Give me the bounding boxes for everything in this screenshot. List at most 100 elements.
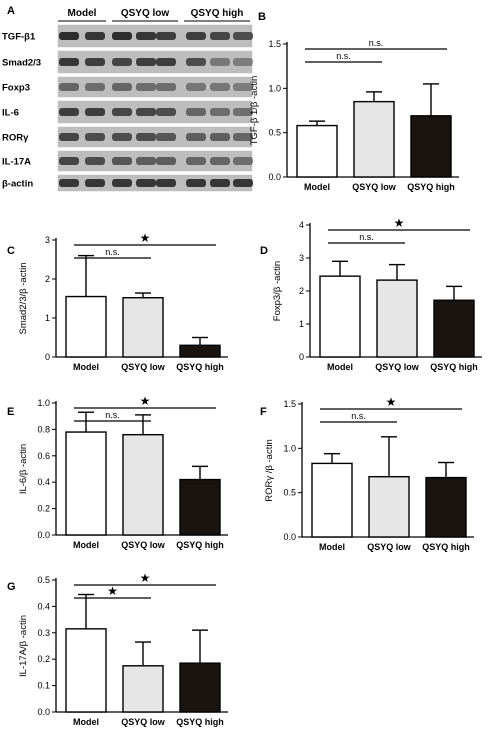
chart-panel-g: G 0.0 0.1 0.2 0.3 0.4 0.5 IL-17A/β -actin Model Q… <box>7 571 228 727</box>
significance-label: n.s. <box>336 51 351 61</box>
bar-qsyq-low <box>122 297 164 358</box>
bar-model <box>65 628 107 713</box>
significance-label: ★ <box>140 571 151 585</box>
chart-panel-b: B 0.0 0.5 1.0 1.5 TGF-β 1/β -actin Model QSYQ l… <box>249 11 459 192</box>
y-tick-label: 1.5 <box>283 399 296 409</box>
blot-band <box>136 32 156 40</box>
x-category-label: QSYQ low <box>121 717 166 727</box>
y-tick-label: 0 <box>45 352 50 362</box>
x-category-label: Model <box>73 540 99 550</box>
y-tick-label: 0.3 <box>37 628 50 638</box>
blot-band <box>136 133 156 141</box>
blot-band <box>59 157 79 165</box>
y-tick-label: 0.5 <box>268 128 281 138</box>
blot-band <box>85 58 105 66</box>
blot-band <box>233 83 253 91</box>
y-tick-label: 0.8 <box>37 424 50 434</box>
y-tick-label: 1.0 <box>283 443 296 453</box>
blot-band <box>233 133 253 141</box>
chart-panel-c: C 0 1 2 3 Smad2/3/β -actin Model QSYQ low QSYQ h… <box>7 231 228 372</box>
bar-qsyq-high <box>179 662 221 713</box>
x-category-label: QSYQ low <box>352 182 397 192</box>
y-tick-label: 0.0 <box>37 530 50 540</box>
y-tick-label: 1.0 <box>37 398 50 408</box>
blot-band <box>112 157 132 165</box>
blot-band <box>136 179 156 187</box>
x-category-label: Model <box>319 542 345 552</box>
x-category-label: Model <box>304 182 330 192</box>
blot-band <box>210 179 230 187</box>
blot-band <box>112 108 132 116</box>
chart-panel-e: E 0.0 0.2 0.4 0.6 0.8 1.0 IL-6/β -actin Model QSY… <box>7 394 228 550</box>
significance-label: ★ <box>394 216 405 230</box>
x-category-label: Model <box>73 362 99 372</box>
blot-band <box>210 83 230 91</box>
blot-band <box>112 179 132 187</box>
y-axis-label: IL-6/β -actin <box>18 444 29 494</box>
blot-band <box>156 58 176 66</box>
bar-qsyq-low <box>368 476 410 538</box>
blot-band <box>85 157 105 165</box>
blot-band <box>156 108 176 116</box>
bar-model <box>65 295 107 358</box>
x-category-label: QSYQ high <box>422 542 470 552</box>
blot-band <box>156 83 176 91</box>
x-category-label: QSYQ low <box>367 542 412 552</box>
blot-group-model: Model <box>68 8 97 19</box>
y-tick-label: 3 <box>45 235 50 245</box>
blot-row-label: IL-17A <box>2 157 31 168</box>
significance-label: ★ <box>140 231 151 245</box>
blot-band <box>112 32 132 40</box>
bar-model <box>319 275 361 358</box>
y-tick-label: 1.5 <box>268 39 281 49</box>
blot-group-qsyq-low: QSYQ low <box>121 8 170 19</box>
blot-band <box>156 179 176 187</box>
blot-band <box>186 58 206 66</box>
x-category-label: QSYQ low <box>375 362 420 372</box>
y-axis-label: TGF-β 1/β -actin <box>249 76 260 146</box>
y-tick-label: 0.5 <box>283 488 296 498</box>
y-tick-label: 0.2 <box>37 504 50 514</box>
blot-band <box>210 58 230 66</box>
y-tick-label: 0.2 <box>37 654 50 664</box>
y-tick-label: 0.6 <box>37 451 50 461</box>
significance-label: ★ <box>107 584 118 598</box>
significance-label: n.s. <box>105 410 120 420</box>
blot-band <box>156 157 176 165</box>
blot-band <box>186 32 206 40</box>
blot-band <box>186 133 206 141</box>
y-tick-label: 1 <box>299 319 304 329</box>
blot-band <box>136 83 156 91</box>
y-axis-label: Smad2/3/β -actin <box>18 263 29 335</box>
x-category-label: QSYQ low <box>121 362 166 372</box>
blot-band <box>186 179 206 187</box>
blot-band <box>233 157 253 165</box>
x-category-label: QSYQ high <box>430 362 478 372</box>
blot-row-label: β-actin <box>2 179 33 190</box>
bar-qsyq-low <box>376 279 418 358</box>
bar-qsyq-high <box>433 299 475 358</box>
blot-band <box>85 179 105 187</box>
y-tick-label: 0.5 <box>37 575 50 585</box>
bar-model <box>311 462 353 538</box>
panel-label: D <box>260 245 268 257</box>
bar-qsyq-low <box>122 665 164 713</box>
y-tick-label: 0 <box>299 352 304 362</box>
blot-band <box>186 83 206 91</box>
bar-qsyq-low <box>353 100 395 178</box>
blot-band <box>156 32 176 40</box>
y-tick-label: 4 <box>299 220 304 230</box>
bar-model <box>65 431 107 536</box>
blot-row-label: IL-6 <box>2 108 19 119</box>
y-tick-label: 0.0 <box>283 532 296 542</box>
blot-band <box>136 58 156 66</box>
y-tick-label: 2 <box>45 274 50 284</box>
blot-band <box>233 179 253 187</box>
blot-band <box>85 83 105 91</box>
bar-qsyq-high <box>410 115 452 178</box>
blot-band <box>210 32 230 40</box>
blot-band <box>233 58 253 66</box>
y-tick-label: 2 <box>299 286 304 296</box>
blot-band <box>59 83 79 91</box>
blot-band <box>59 133 79 141</box>
